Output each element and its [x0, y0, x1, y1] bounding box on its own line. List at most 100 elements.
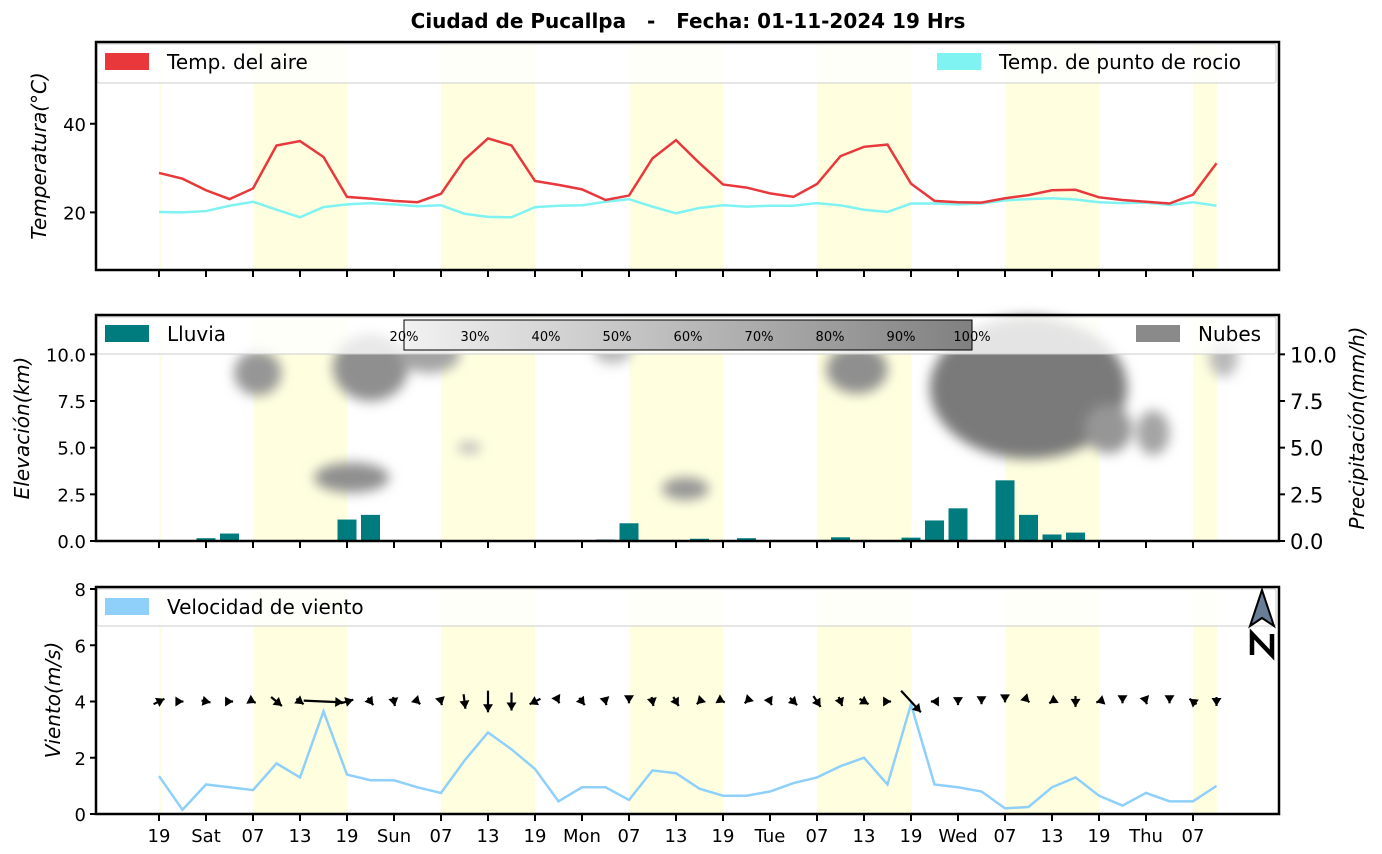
x-tick-label: 13: [853, 826, 876, 847]
x-tick-label: Wed: [938, 826, 977, 847]
x-tick-label: Thu: [1128, 826, 1163, 847]
rain-bar: [1042, 534, 1062, 541]
colorbar-label: 60%: [674, 330, 703, 345]
y-tick-label: 5.0: [57, 439, 86, 460]
y-tick-label: 2.5: [57, 485, 86, 506]
x-tick-label: 07: [430, 826, 453, 847]
rain-bar: [831, 537, 850, 541]
wind-direction-arrows: [153, 689, 1222, 714]
rain-bar: [1066, 532, 1085, 541]
wind-y-ticks: 0 2 4 6 8: [75, 580, 96, 826]
elevation-y-label: Elevación(km): [10, 357, 34, 500]
colorbar-label: 90%: [887, 330, 916, 345]
wind-arrow: [483, 690, 493, 713]
wind-arrow: [201, 695, 211, 706]
wind-arrow: [1048, 694, 1059, 705]
x-tick-label: 07: [806, 826, 829, 847]
wind-arrow: [858, 695, 870, 706]
wind-arrow: [763, 695, 773, 706]
colorbar-label: 40%: [532, 330, 561, 345]
x-tick-label: Sat: [191, 826, 221, 847]
cloud-contour: [1136, 410, 1170, 456]
rain-bar: [901, 537, 921, 541]
wind-arrow: [696, 695, 706, 705]
legend-swatch-dew-point: [937, 53, 981, 70]
rain-bar: [995, 480, 1015, 541]
wind-arrow: [976, 696, 987, 705]
rain-axes-frame: [94, 313, 1281, 543]
y-tick-label: 8: [75, 580, 86, 601]
legend-swatch-temp-air: [105, 53, 149, 70]
wind-arrow: [459, 694, 470, 709]
dew-point-line: [158, 196, 1217, 219]
north-arrow-icon: [1248, 586, 1276, 661]
wind-arrow: [953, 697, 963, 706]
wind-arrow: [930, 696, 939, 707]
wind-arrow: [1164, 695, 1175, 704]
wind-arrow: [787, 695, 798, 706]
wind-arrow: [670, 696, 680, 707]
y-tick-label: 10.0: [46, 345, 86, 366]
x-tick-label: 19: [524, 826, 547, 847]
y-tick-label-right: 0.0: [1290, 530, 1323, 554]
temperature-y-label: Temperatura(°C): [27, 72, 51, 240]
temperature-axes-frame: [94, 40, 1281, 272]
rain-x-tick-marks: [158, 541, 1194, 548]
wind-arrow: [435, 696, 445, 706]
x-tick-label: 13: [1041, 826, 1064, 847]
legend-swatch-rain: [105, 325, 149, 342]
y-tick-label: 7.5: [57, 392, 86, 413]
day-band: [159, 317, 162, 541]
x-tick-label: 19: [336, 826, 359, 847]
wind-arrow: [646, 696, 657, 707]
wind-arrow: [834, 696, 844, 707]
precipitation-y-label: Precipitación(mm/h): [1345, 327, 1369, 530]
wind-arrow: [599, 696, 610, 706]
colorbar-label: 50%: [603, 330, 632, 345]
colorbar-label: 80%: [816, 330, 845, 345]
legend-label-clouds: Nubes: [1198, 322, 1261, 346]
wind-arrow: [411, 695, 421, 705]
temperature-x-tick-marks: [158, 270, 1194, 277]
cloud-contour: [457, 442, 481, 454]
temperature-panel: Temp. del aire Temp. de punto de rocio 2…: [27, 40, 1281, 277]
x-tick-label: Sun: [377, 826, 411, 847]
wind-y-label: Viento(m/s): [41, 642, 65, 759]
x-tick-label: Tue: [754, 826, 786, 847]
legend-label-rain: Lluvia: [167, 322, 226, 346]
colorbar-label: 20%: [390, 330, 419, 345]
rain-bar: [948, 508, 968, 541]
x-tick-label: 07: [994, 826, 1017, 847]
x-tick-label: Mon: [563, 826, 601, 847]
wind-panel: Velocidad de viento 0 2 4 6 8 Viento(m/s) 19…: [41, 580, 1281, 847]
day-band: [159, 44, 162, 270]
wind-arrow: [883, 696, 892, 707]
wind-arrow: [715, 694, 726, 704]
rain-bar: [337, 519, 357, 541]
colorbar-label: 70%: [745, 330, 774, 345]
y-tick-label: 20: [63, 203, 86, 224]
cloud-colorbar-labels: 20% 30% 40% 50% 60% 70% 80% 90% 100%: [390, 330, 991, 345]
wind-arrow: [1000, 694, 1010, 703]
temp-air-line: [158, 136, 1218, 205]
y-tick-label: 0: [75, 805, 86, 826]
y-tick-label: 2: [75, 749, 86, 770]
wind-arrow: [506, 692, 517, 711]
wind-arrow: [340, 697, 354, 707]
cloud-contour: [826, 345, 888, 394]
wind-x-ticks: 19 Sat 07 13 19 Sun 07 13 19 Mon 07 13 19 Tue 07 13 19 We…: [148, 814, 1204, 847]
x-tick-label: 19: [712, 826, 735, 847]
wind-arrow: [153, 697, 165, 707]
temperature-lines: [158, 136, 1218, 219]
y-tick-label-right: 10.0: [1290, 343, 1337, 367]
wind-arrow: [1139, 695, 1150, 705]
wind-arrow: [900, 689, 922, 714]
wind-arrow: [1117, 695, 1128, 704]
x-tick-label: 13: [665, 826, 688, 847]
y-tick-label: 6: [75, 636, 86, 657]
y-tick-label: 40: [63, 115, 86, 136]
wind-arrow: [364, 695, 375, 706]
wind-arrow: [175, 696, 184, 707]
x-tick-label: 13: [289, 826, 312, 847]
